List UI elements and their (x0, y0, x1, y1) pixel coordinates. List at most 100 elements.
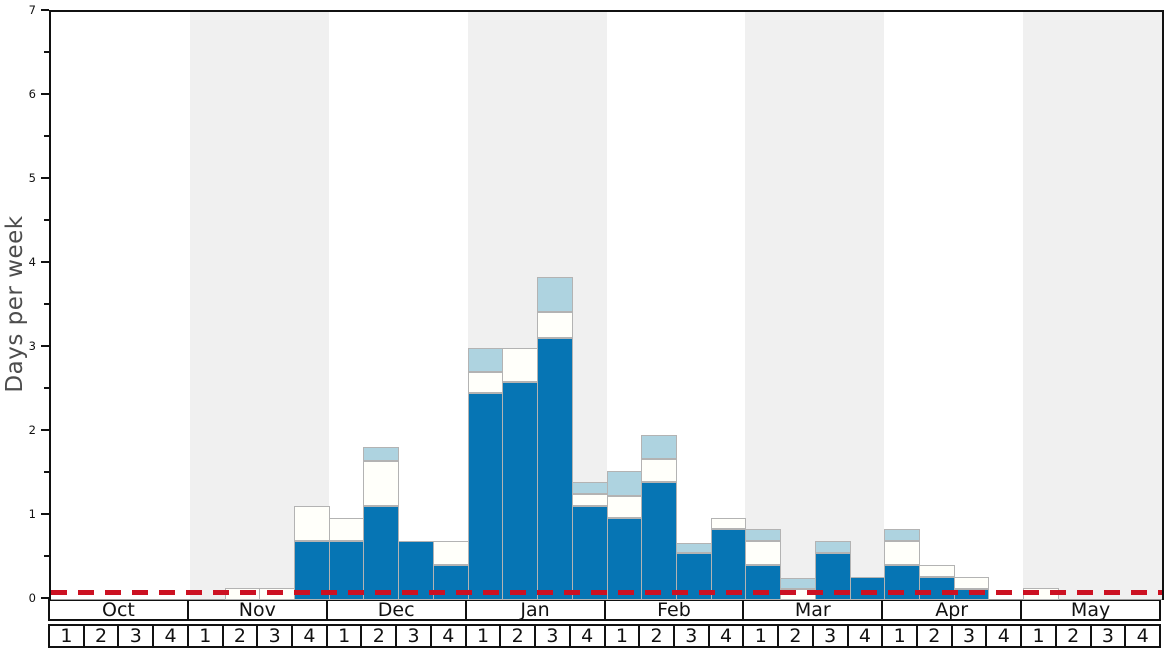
y-minor-tick (44, 471, 49, 473)
bar-segment-light-blue (675, 542, 712, 553)
y-major-tick (41, 513, 49, 515)
week-cell: 2 (223, 624, 259, 648)
y-minor-tick (44, 303, 49, 305)
bar-segment-off-white (606, 495, 643, 518)
week-cell: 4 (709, 624, 745, 648)
bar-segment-light-blue (641, 435, 677, 459)
bar-segment-dark-blue (363, 505, 400, 600)
month-cell: Oct (48, 599, 189, 621)
month-band (51, 12, 190, 600)
bar-segment-off-white (953, 577, 990, 590)
week-cell: 1 (466, 624, 502, 648)
y-tick-label: 3 (28, 339, 36, 353)
month-cell: Apr (883, 599, 1023, 621)
y-minor-tick (44, 135, 49, 137)
y-major-tick (41, 177, 49, 179)
week-cell: 2 (84, 624, 120, 648)
month-cell: Feb (605, 599, 745, 621)
y-tick-label: 2 (28, 423, 36, 437)
y-minor-tick (44, 387, 49, 389)
y-minor-tick (44, 51, 49, 53)
week-cell: 1 (48, 624, 85, 648)
bar-segment-off-white (502, 348, 539, 383)
bar-segment-dark-blue (537, 337, 573, 600)
y-tick-label: 6 (28, 87, 36, 101)
bar-segment-dark-blue (467, 393, 504, 600)
y-axis-title: Days per week (2, 215, 28, 393)
bar-segment-dark-blue (502, 382, 539, 600)
week-cell: 4 (293, 624, 328, 648)
bar-segment-light-blue (745, 529, 782, 542)
reference-line (51, 589, 1162, 595)
bar-segment-dark-blue (918, 577, 955, 600)
y-tick-label: 5 (28, 171, 36, 185)
week-cell: 3 (397, 624, 432, 648)
bar-segment-dark-blue (571, 505, 608, 600)
month-band (745, 12, 885, 600)
week-cell: 3 (813, 624, 849, 648)
week-cell: 3 (119, 624, 155, 648)
y-major-tick (41, 345, 49, 347)
bar-segment-light-blue (571, 482, 608, 495)
week-cell: 1 (744, 624, 780, 648)
week-cell: 2 (501, 624, 537, 648)
week-cell: 4 (570, 624, 606, 648)
week-cell: 1 (605, 624, 641, 648)
week-cell: 1 (883, 624, 918, 648)
bar-segment-off-white (710, 517, 747, 530)
week-cell: 3 (1091, 624, 1127, 648)
week-cell: 4 (431, 624, 467, 648)
month-cell: Nov (188, 599, 328, 621)
bar-segment-off-white (294, 505, 330, 542)
y-minor-tick (44, 219, 49, 221)
y-major-tick (41, 597, 49, 599)
bar-segment-dark-blue (641, 482, 677, 600)
y-major-tick (41, 429, 49, 431)
y-tick-label: 4 (28, 255, 36, 269)
bar-segment-light-blue (884, 529, 920, 542)
bar-segment-off-white (571, 494, 608, 506)
bar-segment-off-white (328, 517, 365, 542)
bar-segment-light-blue (814, 541, 851, 553)
week-cell: 3 (952, 624, 988, 648)
bar-segment-light-blue (537, 276, 573, 312)
y-tick-label: 7 (28, 3, 36, 17)
y-major-tick (41, 261, 49, 263)
month-cell: May (1022, 599, 1161, 621)
week-cell: 2 (362, 624, 398, 648)
week-cell: 2 (1056, 624, 1092, 648)
month-cell: Dec (327, 599, 467, 621)
week-cell: 2 (779, 624, 814, 648)
bar-segment-off-white (363, 460, 400, 506)
week-cell: 3 (536, 624, 571, 648)
bar-segment-light-blue (606, 470, 643, 496)
bar-segment-light-blue (467, 348, 504, 372)
month-band (884, 12, 1024, 600)
bar-segment-dark-blue (849, 577, 886, 600)
y-tick-label: 1 (28, 507, 36, 521)
bar-segment-off-white (432, 541, 469, 565)
bar-segment-off-white (918, 564, 955, 578)
week-cell: 3 (674, 624, 710, 648)
y-major-tick (41, 93, 49, 95)
week-cell: 1 (1022, 624, 1057, 648)
week-cell: 2 (640, 624, 675, 648)
bar-segment-off-white (467, 371, 504, 394)
week-cell: 1 (188, 624, 224, 648)
month-band (1023, 12, 1162, 600)
bar-segment-light-blue (363, 447, 400, 461)
month-band (189, 12, 329, 600)
bar-segment-off-white (745, 541, 782, 565)
week-cell: 3 (258, 624, 294, 648)
month-axis-row: Oct Nov Dec Jan Feb Mar Apr May (48, 599, 1161, 621)
bar-segment-dark-blue (606, 517, 643, 600)
y-minor-tick (44, 555, 49, 557)
y-tick-label: 0 (28, 591, 36, 605)
bar-segment-light-blue (780, 578, 816, 590)
plot-area (49, 10, 1164, 600)
bar-segment-off-white (641, 458, 677, 483)
week-cell: 1 (327, 624, 363, 648)
bar-segment-off-white (537, 311, 573, 338)
